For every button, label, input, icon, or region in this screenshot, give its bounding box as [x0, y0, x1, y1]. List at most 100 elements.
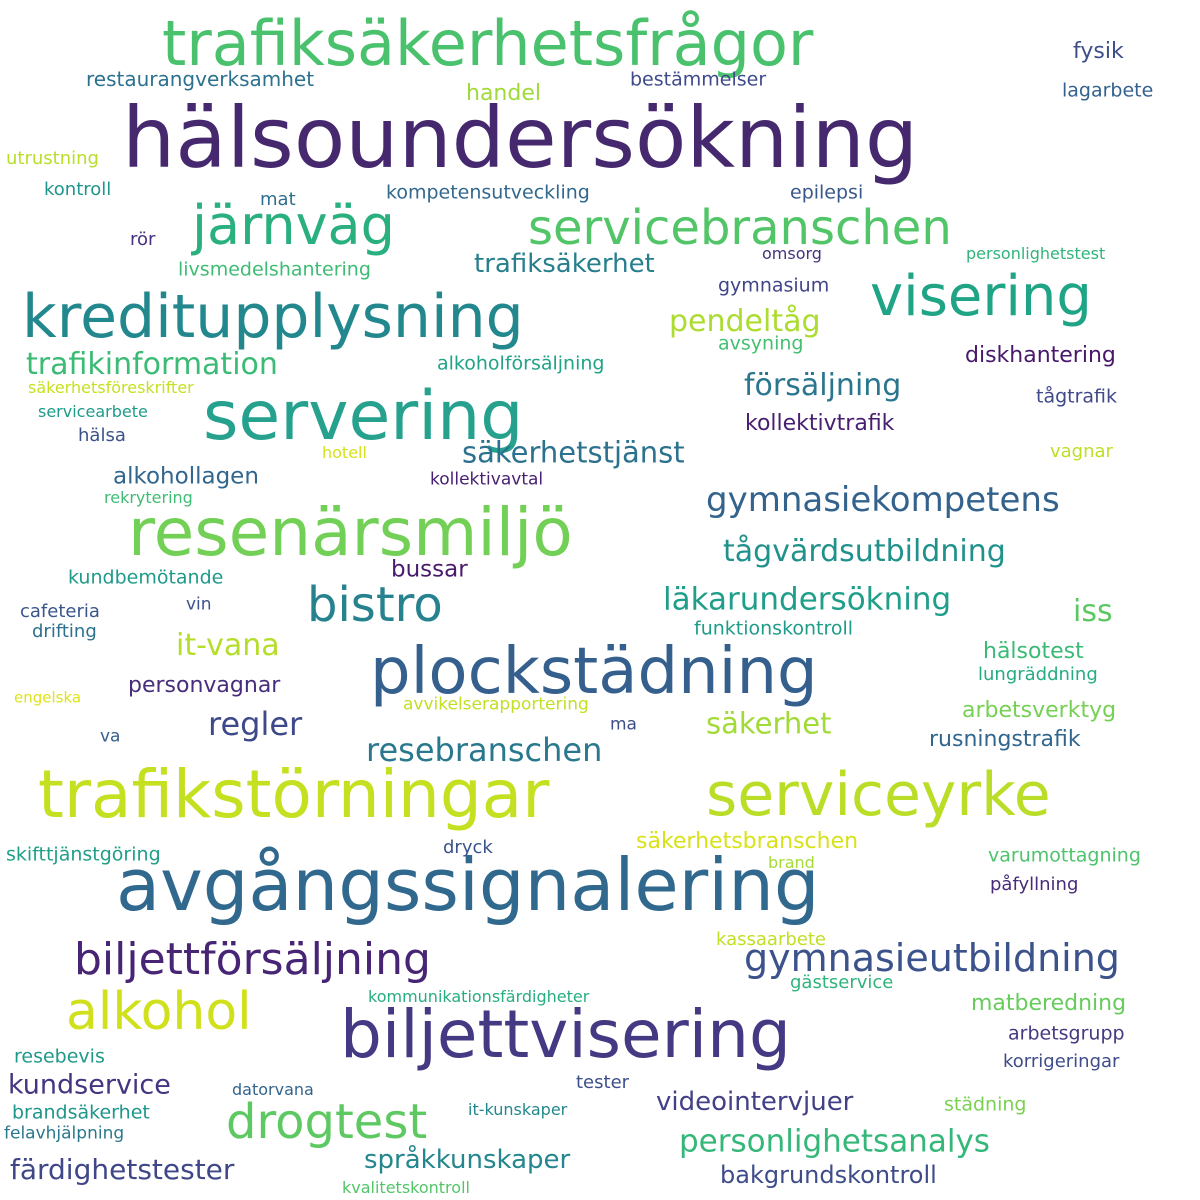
cloud-word: gymnasium	[718, 274, 830, 297]
cloud-word: restaurangverksamhet	[86, 67, 315, 91]
cloud-word: tågvärdsutbildning	[723, 534, 1006, 569]
cloud-word: drogtest	[226, 1094, 428, 1150]
cloud-word: hotell	[322, 443, 367, 462]
cloud-word: bestämmelser	[630, 68, 767, 91]
cloud-word: cafeteria	[20, 601, 100, 622]
cloud-word: järnväg	[192, 194, 395, 257]
cloud-word: resebranschen	[366, 731, 603, 769]
cloud-word: kreditupplysning	[22, 282, 524, 352]
cloud-word: bussar	[391, 556, 468, 583]
cloud-word: it-kunskaper	[468, 1100, 568, 1119]
cloud-word: biljettvisering	[340, 996, 791, 1073]
cloud-word: kommunikationsfärdigheter	[368, 987, 590, 1006]
cloud-word: alkoholförsäljning	[437, 352, 605, 375]
cloud-word: avgångssignalering	[116, 843, 820, 927]
cloud-word: hälsotest	[983, 639, 1084, 664]
cloud-word: engelska	[14, 688, 82, 707]
cloud-word: alkohollagen	[113, 463, 259, 490]
cloud-word: vagnar	[1050, 441, 1113, 462]
cloud-word: läkarundersökning	[663, 581, 952, 618]
cloud-word: omsorg	[762, 244, 822, 263]
cloud-word: resenärsmiljö	[128, 494, 573, 571]
cloud-word: språkkunskaper	[364, 1145, 571, 1175]
cloud-word: trafikstörningar	[38, 756, 550, 833]
cloud-word: kassaarbete	[716, 929, 826, 950]
cloud-word: hälsoundersökning	[122, 89, 919, 187]
cloud-word: gästservice	[790, 972, 894, 993]
cloud-word: ma	[610, 714, 637, 735]
cloud-word: vin	[186, 594, 212, 615]
cloud-word: pendeltåg	[669, 304, 821, 339]
cloud-word: resebevis	[14, 1045, 105, 1068]
cloud-word: biljettförsäljning	[74, 934, 431, 985]
cloud-word: färdighetstester	[10, 1153, 235, 1186]
cloud-word: skifttjänstgöring	[6, 843, 161, 866]
cloud-word: trafikinformation	[26, 347, 278, 382]
cloud-word: serviceyrke	[706, 760, 1051, 830]
cloud-word: servering	[203, 377, 524, 456]
cloud-word: arbetsverktyg	[962, 698, 1117, 723]
cloud-word: påfyllning	[990, 874, 1079, 895]
cloud-word: bakgrundskontroll	[720, 1161, 937, 1189]
cloud-word: kvalitetskontroll	[342, 1178, 470, 1197]
cloud-word: epilepsi	[790, 181, 864, 204]
cloud-word: funktionskontroll	[694, 617, 854, 640]
cloud-word: kollektivtrafik	[745, 411, 895, 436]
cloud-word: fysik	[1073, 39, 1124, 64]
cloud-word: arbetsgrupp	[1008, 1022, 1125, 1045]
cloud-word: lagarbete	[1062, 79, 1154, 102]
cloud-word: avsyning	[718, 332, 804, 355]
cloud-word: personlighetsanalys	[679, 1123, 990, 1160]
cloud-word: servicearbete	[38, 402, 148, 421]
cloud-word: utrustning	[6, 148, 99, 169]
cloud-word: kontroll	[44, 179, 112, 200]
cloud-word: kundbemötande	[68, 566, 224, 589]
cloud-word: säkerhetstjänst	[462, 435, 685, 470]
cloud-word: personvagnar	[128, 673, 281, 698]
cloud-word: dryck	[443, 837, 493, 858]
cloud-word: kollektivavtal	[430, 469, 544, 490]
cloud-word: gymnasiekompetens	[706, 480, 1060, 520]
cloud-word: säkerhetsföreskrifter	[28, 378, 194, 397]
cloud-word: felavhjälpning	[4, 1123, 125, 1144]
cloud-word: regler	[208, 705, 303, 743]
cloud-word: it-vana	[176, 628, 280, 663]
cloud-word: gymnasieutbildning	[744, 936, 1120, 980]
cloud-word: servicebranschen	[528, 200, 952, 256]
cloud-word: rekrytering	[104, 488, 193, 507]
cloud-word: säkerhetsbranschen	[636, 829, 859, 854]
cloud-word: visering	[870, 264, 1092, 329]
cloud-word: personlighetstest	[966, 244, 1106, 263]
cloud-word: trafiksäkerhet	[474, 249, 655, 279]
cloud-word: plockstädning	[370, 635, 818, 709]
cloud-word: diskhantering	[965, 343, 1116, 368]
cloud-word: rusningstrafik	[929, 727, 1081, 752]
cloud-word: brand	[768, 853, 815, 872]
cloud-word: trafiksäkerhetsfrågor	[162, 7, 814, 80]
cloud-word: mat	[260, 189, 296, 210]
cloud-word: iss	[1073, 594, 1113, 629]
cloud-word: varumottagning	[988, 844, 1141, 867]
cloud-word: tågtrafik	[1036, 385, 1118, 408]
cloud-word: videointervjuer	[656, 1087, 854, 1117]
cloud-word: kundservice	[8, 1069, 171, 1101]
cloud-word: brandsäkerhet	[12, 1101, 150, 1124]
cloud-word: handel	[466, 81, 541, 106]
cloud-word: datorvana	[232, 1080, 314, 1099]
cloud-word: städning	[944, 1093, 1027, 1116]
cloud-word: bistro	[307, 577, 443, 633]
cloud-word: säkerhet	[706, 706, 832, 741]
cloud-word: hälsa	[78, 425, 126, 446]
cloud-word: kompetensutveckling	[386, 181, 590, 204]
cloud-word: försäljning	[744, 368, 902, 403]
cloud-word: drifting	[32, 621, 97, 642]
cloud-word: va	[100, 726, 121, 747]
cloud-word: korrigeringar	[1003, 1051, 1120, 1072]
cloud-word: matberedning	[971, 991, 1127, 1016]
cloud-word: alkohol	[66, 982, 252, 1042]
cloud-word: tester	[576, 1072, 630, 1093]
cloud-word: avvikelserapportering	[403, 694, 589, 715]
cloud-word: livsmedelshantering	[178, 258, 371, 281]
cloud-word: lungräddning	[978, 664, 1098, 685]
